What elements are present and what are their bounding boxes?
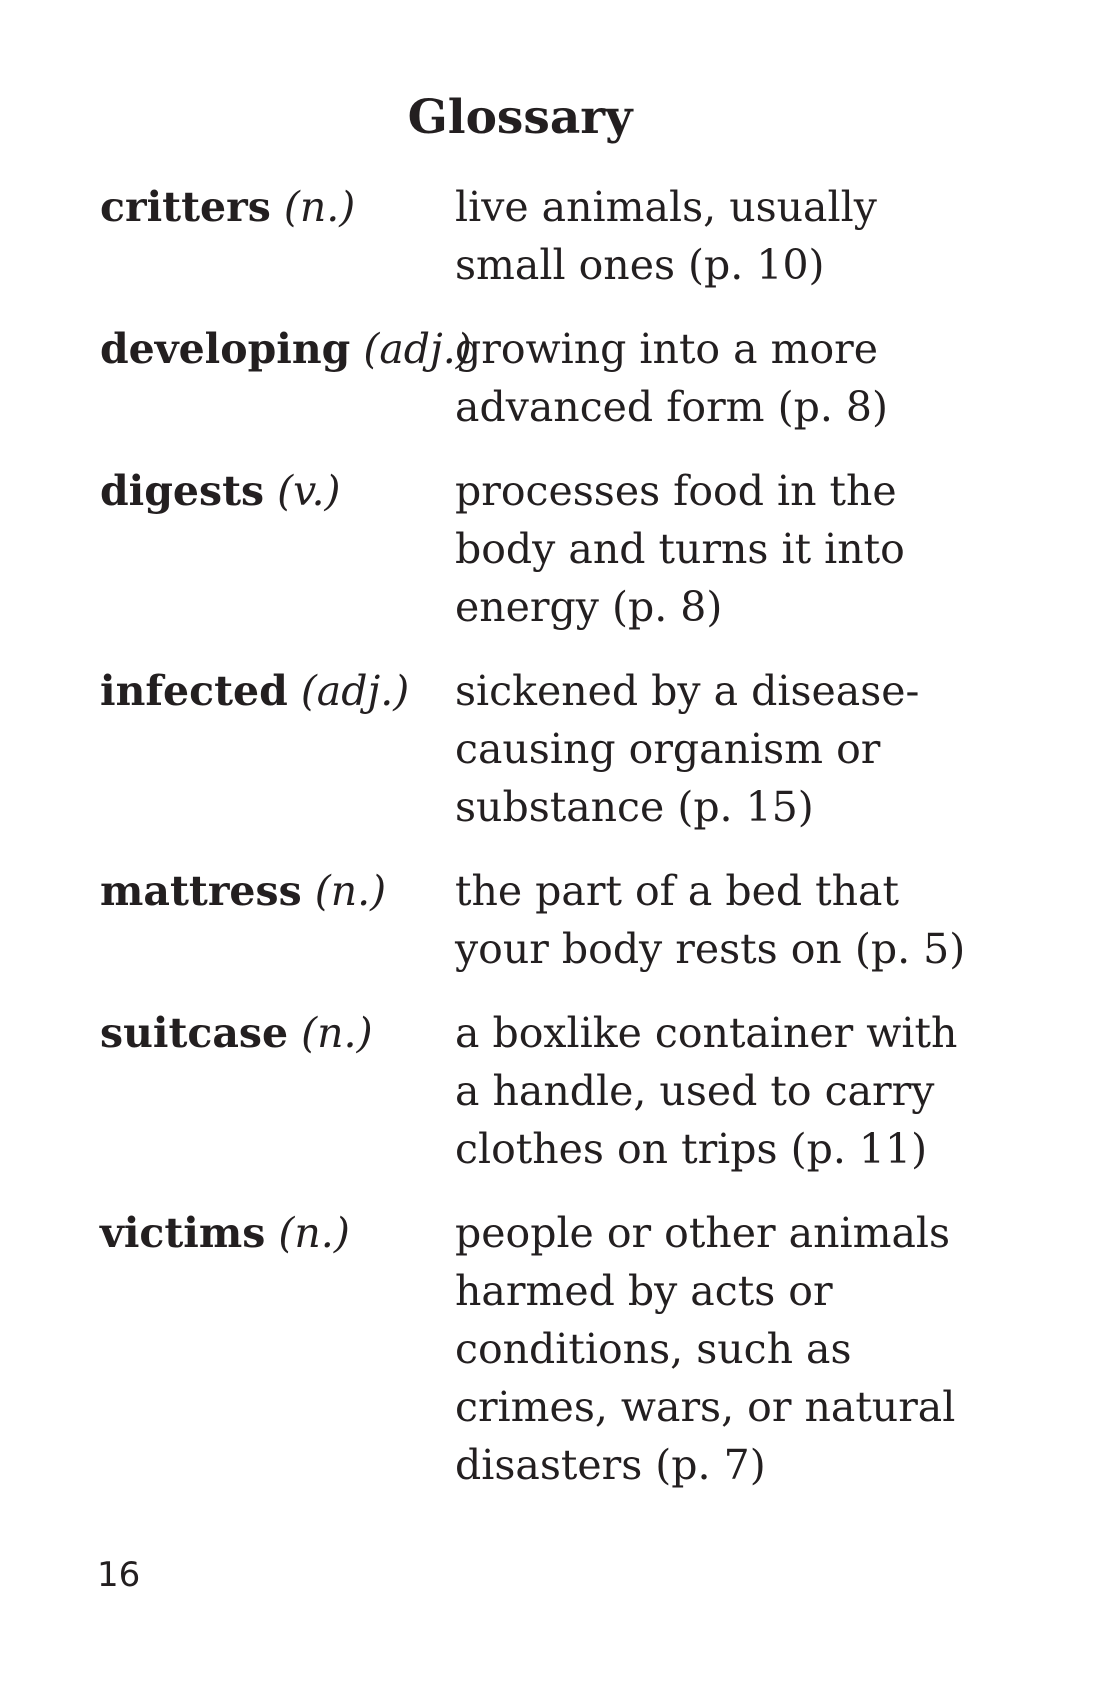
glossary-term: suitcase (n.)	[100, 1004, 455, 1178]
glossary-definition: live animals, usually small ones (p. 10)	[455, 178, 1000, 294]
definition-line: your body rests on (p. 5)	[455, 925, 966, 973]
definition-line: substance (p. 15)	[455, 783, 814, 831]
term-word: victims	[100, 1209, 266, 1257]
glossary-entry-victims: victims (n.) people or other animals har…	[100, 1204, 1000, 1494]
glossary-entry-mattress: mattress (n.) the part of a bed that you…	[100, 862, 1000, 978]
glossary-entry-infected: infected (adj.) sickened by a disease- c…	[100, 662, 1000, 836]
definition-line: a handle, used to carry	[455, 1067, 935, 1115]
term-part-of-speech: (n.)	[314, 867, 387, 915]
term-word: developing	[100, 325, 351, 373]
term-part-of-speech: (adj.)	[363, 325, 472, 373]
glossary-definition: sickened by a disease- causing organism …	[455, 662, 1000, 836]
term-word: critters	[100, 183, 271, 231]
definition-line: people or other animals	[455, 1209, 951, 1257]
glossary-definition: processes food in the body and turns it …	[455, 462, 1000, 636]
definition-line: clothes on trips (p. 11)	[455, 1125, 928, 1173]
term-part-of-speech: (v.)	[277, 467, 341, 515]
definition-line: growing into a more	[455, 325, 879, 373]
glossary-term: digests (v.)	[100, 462, 455, 636]
definition-line: the part of a bed that	[455, 867, 899, 915]
term-word: digests	[100, 467, 265, 515]
term-word: mattress	[100, 867, 302, 915]
definition-line: energy (p. 8)	[455, 583, 723, 631]
page-number: 16	[97, 1555, 141, 1595]
definition-line: harmed by acts or	[455, 1267, 833, 1315]
term-word: infected	[100, 667, 288, 715]
definition-line: causing organism or	[455, 725, 881, 773]
glossary-entry-suitcase: suitcase (n.) a boxlike container with a…	[100, 1004, 1000, 1178]
definition-line: body and turns it into	[455, 525, 905, 573]
definition-line: live animals, usually	[455, 183, 877, 231]
definition-line: small ones (p. 10)	[455, 241, 825, 289]
glossary-definition: people or other animals harmed by acts o…	[455, 1204, 1000, 1494]
glossary-list: critters (n.) live animals, usually smal…	[100, 178, 1000, 1520]
definition-line: crimes, wars, or natural	[455, 1383, 956, 1431]
definition-line: processes food in the	[455, 467, 897, 515]
definition-line: conditions, such as	[455, 1325, 852, 1373]
glossary-entry-critters: critters (n.) live animals, usually smal…	[100, 178, 1000, 294]
glossary-entry-developing: developing (adj.) growing into a more ad…	[100, 320, 1000, 436]
glossary-definition: a boxlike container with a handle, used …	[455, 1004, 1000, 1178]
glossary-entry-digests: digests (v.) processes food in the body …	[100, 462, 1000, 636]
definition-line: a boxlike container with	[455, 1009, 958, 1057]
glossary-definition: growing into a more advanced form (p. 8)	[455, 320, 1000, 436]
term-part-of-speech: (n.)	[301, 1009, 373, 1057]
term-part-of-speech: (adj.)	[300, 667, 410, 715]
term-part-of-speech: (n.)	[278, 1209, 350, 1257]
glossary-definition: the part of a bed that your body rests o…	[455, 862, 1000, 978]
glossary-term: infected (adj.)	[100, 662, 455, 836]
glossary-term: critters (n.)	[100, 178, 455, 294]
glossary-term: mattress (n.)	[100, 862, 455, 978]
term-part-of-speech: (n.)	[283, 183, 356, 231]
glossary-term: developing (adj.)	[100, 320, 472, 436]
definition-line: disasters (p. 7)	[455, 1441, 766, 1489]
definition-line: sickened by a disease-	[455, 667, 920, 715]
term-word: suitcase	[100, 1009, 289, 1057]
definition-line: advanced form (p. 8)	[455, 383, 888, 431]
glossary-term: victims (n.)	[100, 1204, 455, 1494]
page-title: Glossary	[407, 90, 633, 145]
